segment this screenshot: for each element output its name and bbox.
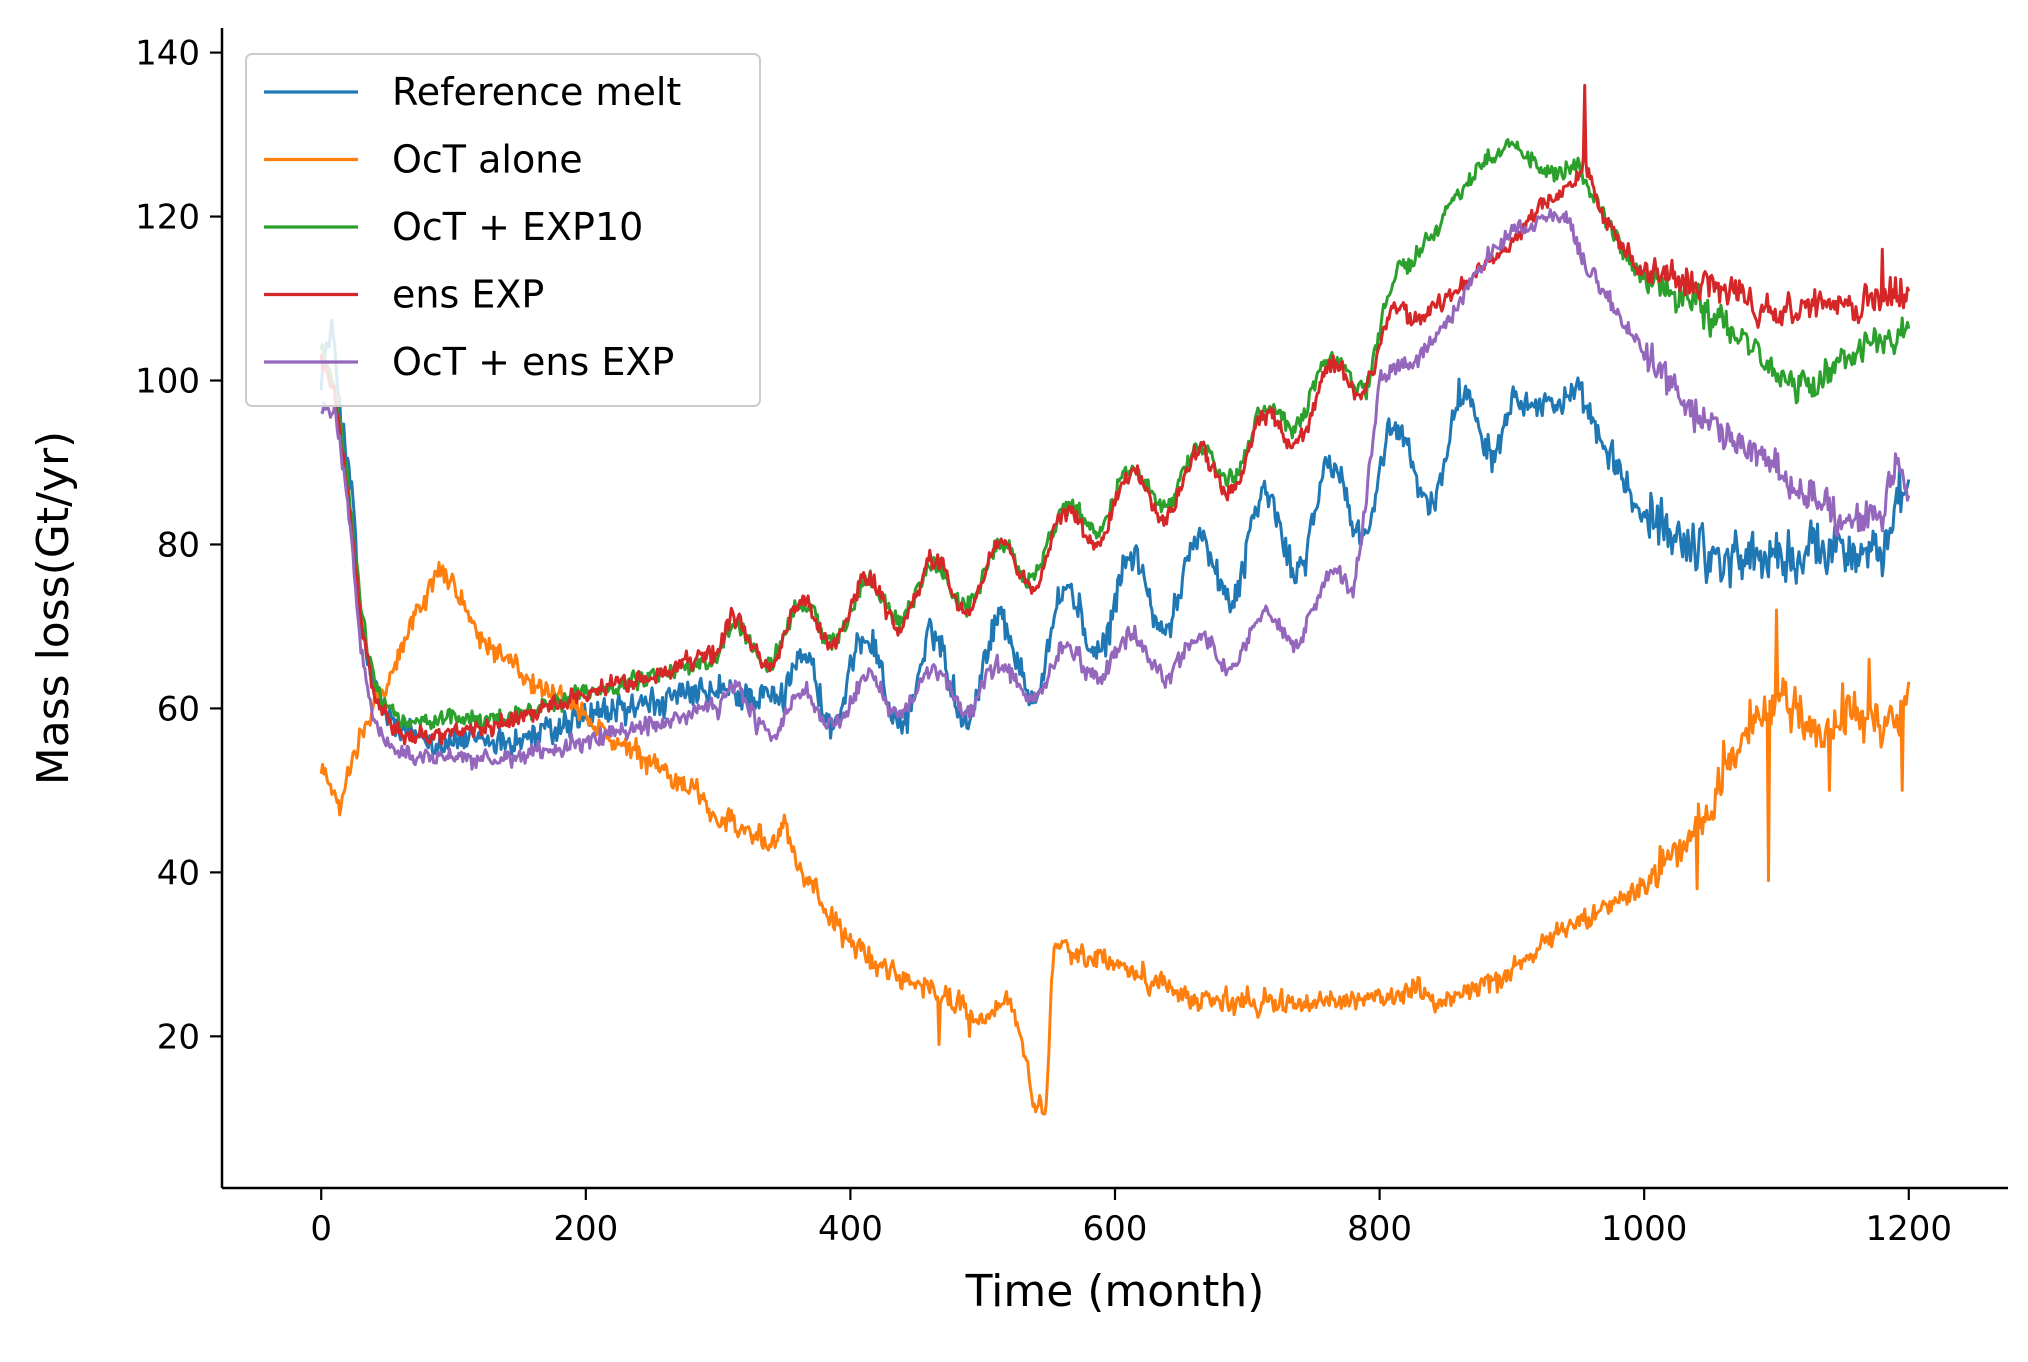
y-tick-label: 80 xyxy=(157,525,200,565)
y-tick-label: 20 xyxy=(157,1017,200,1057)
x-tick-label: 600 xyxy=(1083,1209,1148,1249)
x-tick-label: 800 xyxy=(1347,1209,1412,1249)
y-ticks: 20 40 60 80 100 120 140 xyxy=(135,34,222,1057)
x-tick-label: 1000 xyxy=(1601,1209,1688,1249)
legend-label: ens EXP xyxy=(392,273,544,317)
x-tick-label: 200 xyxy=(553,1209,618,1249)
y-tick-label: 100 xyxy=(135,362,200,402)
legend-label: OcT + ens EXP xyxy=(392,340,674,384)
x-axis-label: Time (month) xyxy=(965,1266,1265,1317)
y-axis-label: Mass loss(Gt/yr) xyxy=(28,431,79,785)
series-lines xyxy=(319,83,1911,1116)
y-tick-label: 60 xyxy=(157,689,200,729)
x-ticks: 0 200 400 600 800 1000 1200 xyxy=(310,1188,1952,1249)
x-tick-label: 1200 xyxy=(1866,1209,1953,1249)
x-tick-label: 400 xyxy=(818,1209,883,1249)
series-line-1 xyxy=(319,561,1911,1116)
series-line-4 xyxy=(320,208,1911,771)
legend-label: OcT + EXP10 xyxy=(392,205,643,249)
legend-box xyxy=(245,53,761,407)
y-tick-label: 120 xyxy=(135,198,200,238)
y-tick-label: 40 xyxy=(157,853,200,893)
series-line-3 xyxy=(319,83,1911,746)
legend-label: OcT alone xyxy=(392,138,583,182)
y-tick-label: 140 xyxy=(135,34,200,74)
legend: Reference melt OcT alone OcT + EXP10 ens EX… xyxy=(245,53,761,407)
x-tick-label: 0 xyxy=(310,1209,332,1249)
legend-label: Reference melt xyxy=(392,70,681,114)
